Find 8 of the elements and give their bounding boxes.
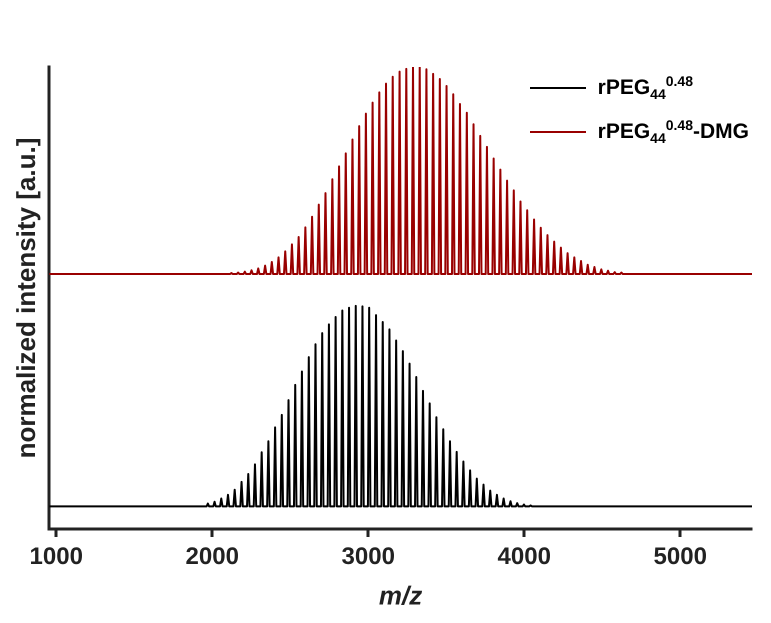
x-axis-title: m/z [378, 580, 422, 611]
legend-label: rPEG$_{44}$$^{0.48}$-DMG [598, 117, 749, 147]
y-axis-title: normalized intensity [a.u.] [10, 138, 41, 458]
x-tick-label: 3000 [342, 543, 395, 570]
x-tick-label: 2000 [186, 543, 239, 570]
x-tick-label: 4000 [498, 543, 551, 570]
x-tick-label: 5000 [654, 543, 707, 570]
x-tick-label: 1000 [30, 543, 83, 570]
